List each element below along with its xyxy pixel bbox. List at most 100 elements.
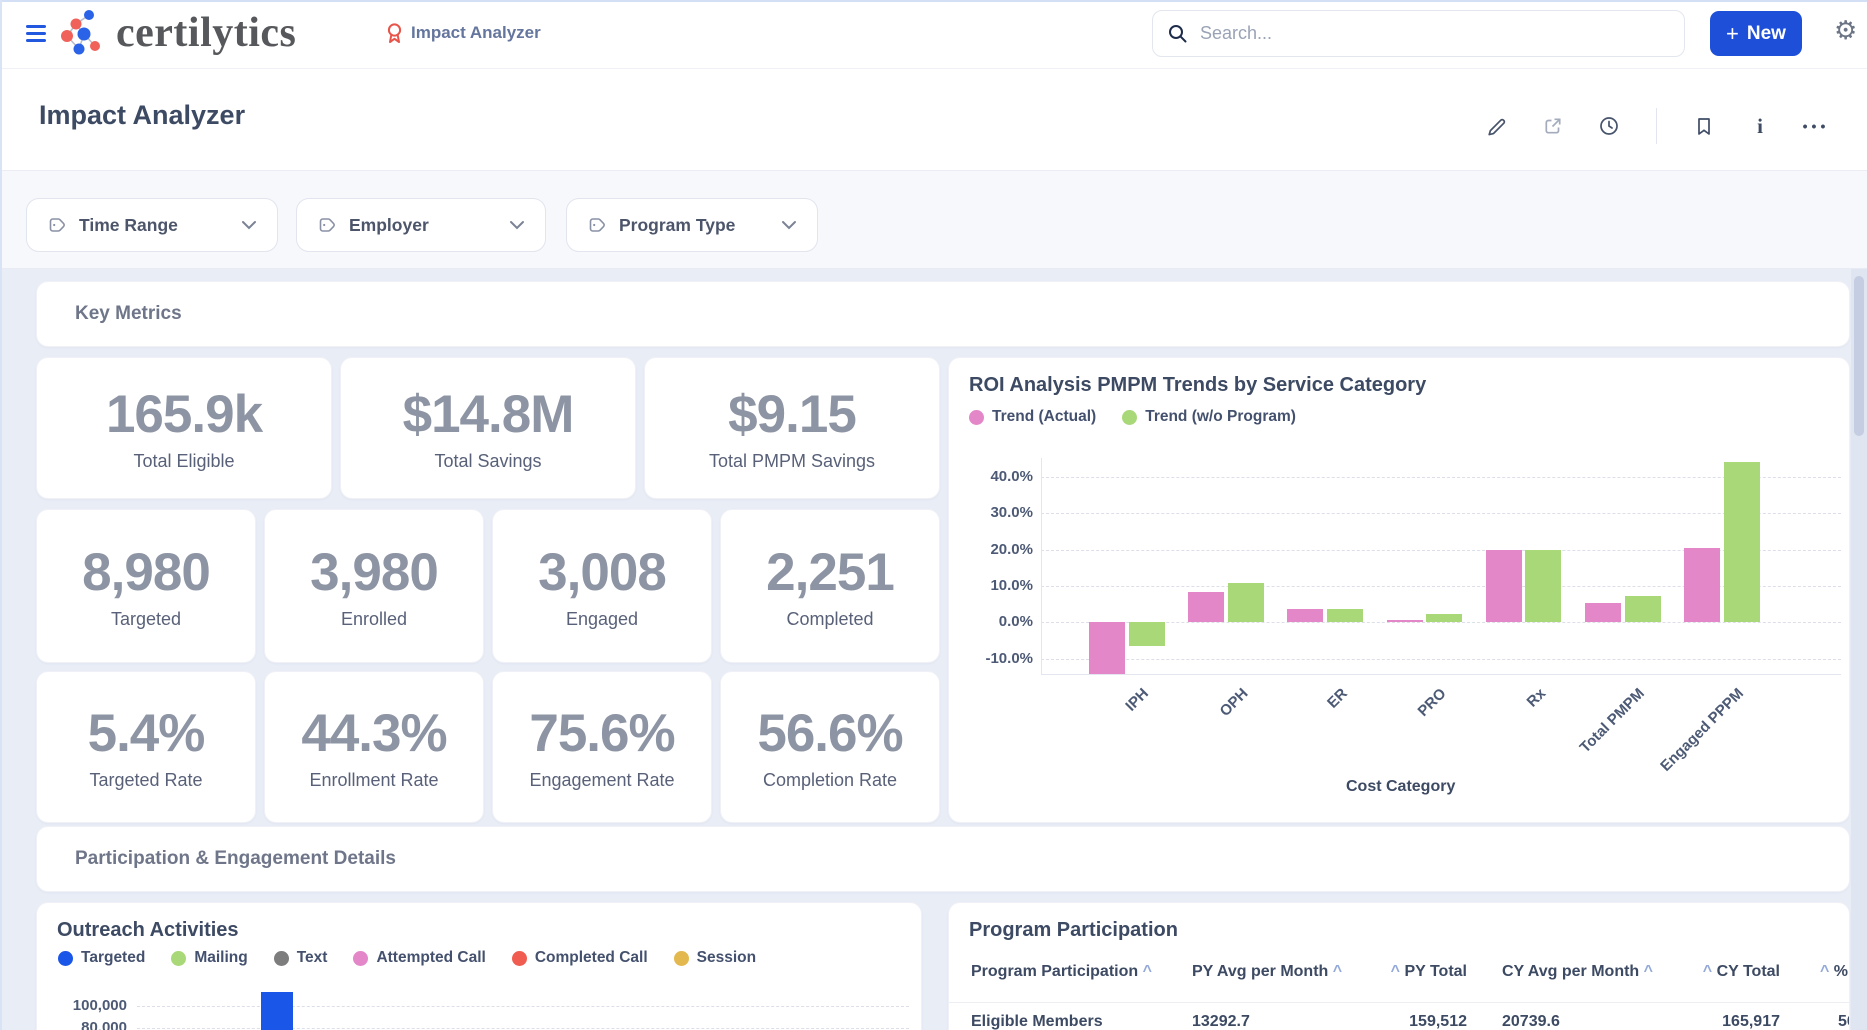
- filter-bar: Time Range Employer Program Type: [0, 170, 1867, 269]
- table-cell: 165,917: [1630, 1013, 1780, 1030]
- gridline: [1041, 586, 1841, 587]
- filter-label: Employer: [349, 215, 429, 236]
- metric-value: 56.6%: [757, 703, 902, 764]
- program-participation-card: Program Participation Program Participat…: [948, 902, 1850, 1030]
- metric-value: 75.6%: [529, 703, 674, 764]
- chevron-down-icon: [509, 220, 525, 231]
- bar-oph: [1228, 583, 1264, 622]
- page-header: Impact Analyzer i •••: [0, 68, 1867, 171]
- metric-card-total-eligible: 165.9k Total Eligible: [36, 357, 332, 499]
- bar-iph: [1129, 622, 1165, 646]
- program-participation-table: Program Participation ^ PY Avg per Month …: [949, 903, 1849, 1030]
- bar-er: [1287, 609, 1323, 622]
- gridline: [1041, 550, 1841, 551]
- page-actions: i •••: [1486, 108, 1827, 144]
- tag-icon: [587, 215, 607, 235]
- axis-tick-label: Total PMPM: [1577, 685, 1648, 756]
- brand-name: certilytics: [116, 9, 296, 57]
- column-header-py-avg-per-month[interactable]: PY Avg per Month ^: [1192, 963, 1357, 981]
- filter-label: Program Type: [619, 215, 735, 236]
- info-icon[interactable]: i: [1749, 115, 1771, 137]
- sort-caret-icon: ^: [1143, 963, 1152, 980]
- bar-iph: [1089, 622, 1125, 674]
- metric-card-total-savings: $14.8MTotal Savings: [340, 357, 636, 499]
- share-external-link-icon[interactable]: [1542, 115, 1564, 137]
- metric-value: 3,980: [310, 542, 438, 603]
- metric-value: 44.3%: [301, 703, 446, 764]
- edit-pencil-icon[interactable]: [1486, 115, 1508, 137]
- outreach-chart-plot: 100,00080,000: [37, 903, 921, 1030]
- column-header-py-total[interactable]: ^ PY Total: [1338, 963, 1467, 981]
- bar-engaged-pppm: [1724, 462, 1760, 622]
- outreach-activities-card: Outreach Activities TargetedMailingTextA…: [36, 902, 922, 1030]
- metric-label: Enrollment Rate: [309, 770, 438, 791]
- metric-label: Engaged: [566, 609, 638, 630]
- bar-pro: [1426, 614, 1462, 622]
- metric-card-targeted-rate: 5.4% Targeted Rate: [36, 671, 256, 823]
- scrollbar-track[interactable]: [1851, 268, 1867, 1030]
- metric-value: 5.4%: [88, 703, 205, 764]
- search-icon: [1167, 23, 1188, 44]
- sort-caret-icon: ^: [1703, 963, 1712, 980]
- axis-tick-label: OPH: [1216, 685, 1251, 720]
- metric-label: Targeted: [111, 609, 181, 630]
- metric-label: Targeted Rate: [89, 770, 202, 791]
- axis-tick-label: Engaged PPPM: [1657, 685, 1747, 775]
- metric-label: Enrolled: [341, 609, 407, 630]
- metric-value: 165.9k: [106, 384, 262, 445]
- column-header--[interactable]: ^ %: [1820, 963, 1850, 981]
- chevron-down-icon: [241, 220, 257, 231]
- filter-employer[interactable]: Employer: [296, 198, 546, 252]
- bar-total-pmpm: [1585, 603, 1621, 622]
- bar-rx: [1525, 550, 1561, 623]
- new-button[interactable]: + New: [1710, 11, 1802, 56]
- window-top-edge: [0, 0, 1867, 2]
- metric-value: 3,008: [538, 542, 666, 603]
- tag-icon: [47, 215, 67, 235]
- search-input[interactable]: [1198, 22, 1670, 45]
- roi-chart-plot: 40.0%30.0%20.0%10.0%0.0%-10.0%IPHOPHERPR…: [949, 358, 1849, 822]
- column-label: Program Participation: [971, 963, 1138, 980]
- section-title: Key Metrics: [75, 282, 182, 346]
- page-title: Impact Analyzer: [39, 100, 245, 131]
- settings-gear-icon[interactable]: ⚙: [1834, 17, 1857, 43]
- sort-caret-icon: ^: [1820, 963, 1829, 980]
- breadcrumb[interactable]: Impact Analyzer: [385, 22, 541, 44]
- x-axis-line: [1041, 674, 1841, 675]
- table-cell: 159,512: [1338, 1013, 1467, 1030]
- metric-card-engagement-rate: 75.6% Engagement Rate: [492, 671, 712, 823]
- metric-card-enrolled: 3,980 Enrolled: [264, 509, 484, 663]
- column-header-cy-total[interactable]: ^ CY Total: [1630, 963, 1780, 981]
- metric-value: $9.15: [728, 384, 856, 445]
- filter-time-range[interactable]: Time Range: [26, 198, 278, 252]
- metric-label: Total PMPM Savings: [709, 451, 875, 472]
- roi-chart-card: ROI Analysis PMPM Trends by Service Cate…: [948, 357, 1850, 823]
- axis-tick-label: 30.0%: [949, 504, 1033, 521]
- metric-label: Engagement Rate: [529, 770, 674, 791]
- menu-icon[interactable]: [26, 25, 46, 42]
- breadcrumb-label: Impact Analyzer: [411, 23, 541, 43]
- section-title: Participation & Engagement Details: [75, 827, 396, 891]
- more-ellipsis-icon[interactable]: •••: [1805, 115, 1827, 137]
- search-box: [1152, 10, 1685, 57]
- metric-value: $14.8M: [403, 384, 574, 445]
- new-button-label: New: [1747, 23, 1786, 45]
- column-header-program-participation[interactable]: Program Participation ^: [971, 963, 1181, 981]
- column-label: %: [1834, 963, 1848, 980]
- column-label: PY Total: [1404, 963, 1467, 980]
- plus-icon: +: [1726, 23, 1739, 45]
- axis-tick-label: PRO: [1415, 685, 1450, 720]
- brand-logo[interactable]: certilytics: [60, 8, 296, 58]
- table-cell: 13292.7: [1192, 1013, 1357, 1030]
- bar-targeted: [261, 992, 293, 1030]
- bookmark-icon[interactable]: [1693, 115, 1715, 137]
- metric-label: Completed: [786, 609, 873, 630]
- bar-pro: [1387, 620, 1423, 622]
- axis-tick-label: 80,000: [37, 1019, 127, 1030]
- scrollbar-thumb[interactable]: [1854, 276, 1864, 436]
- table-cell: Eligible Members: [971, 1013, 1181, 1030]
- history-clock-icon[interactable]: [1598, 115, 1620, 137]
- metric-label: Total Eligible: [133, 451, 234, 472]
- filter-program-type[interactable]: Program Type: [566, 198, 818, 252]
- award-icon: [385, 22, 404, 44]
